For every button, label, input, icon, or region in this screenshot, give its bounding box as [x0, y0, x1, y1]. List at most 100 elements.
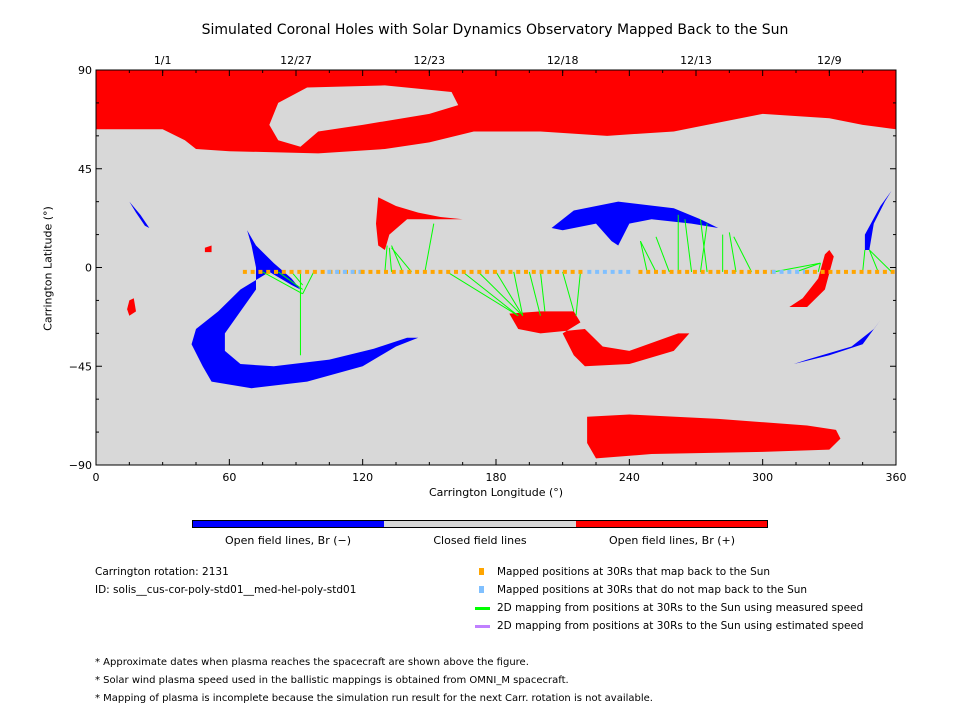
mapped-point — [739, 269, 744, 274]
mapped-point — [524, 269, 528, 274]
mapped-point — [805, 269, 810, 274]
mapping-line — [462, 271, 519, 317]
mapped-point — [882, 269, 887, 274]
mapped-point — [669, 269, 674, 274]
mapped-point — [454, 269, 458, 274]
mapped-point — [875, 269, 880, 274]
carrington-rotation: Carrington rotation: 2131 — [95, 566, 229, 578]
mapped-point — [415, 269, 420, 274]
run-id: ID: solis__cus-cor-poly-std01__med-hel-p… — [95, 584, 357, 596]
mapped-point — [731, 269, 736, 274]
unmapped-point — [342, 269, 347, 274]
mapping-line — [495, 271, 524, 317]
mapping-line — [795, 262, 821, 273]
mapping-line — [575, 271, 581, 316]
note-1: * Approximate dates when plasma reaches … — [95, 657, 529, 668]
mapped-point — [716, 269, 721, 274]
x-tick-label: 360 — [886, 471, 907, 484]
mapped-point — [391, 269, 396, 274]
mapping-line — [862, 249, 866, 272]
date-label: 1/1 — [154, 54, 172, 67]
mapped-point — [492, 269, 497, 274]
legend-green-line — [475, 607, 490, 610]
y-tick-label: −45 — [69, 360, 92, 373]
positive-coronal-hole — [587, 414, 841, 459]
legend-purple-line — [475, 625, 490, 628]
mapped-point — [867, 269, 872, 274]
mapped-point — [312, 269, 317, 274]
negative-coronal-hole — [793, 320, 881, 365]
mapped-point — [469, 269, 474, 274]
closed-coronal-hole — [269, 85, 459, 147]
x-tick-label: 300 — [752, 471, 773, 484]
positive-coronal-hole — [376, 197, 463, 250]
y-tick-label: 0 — [85, 262, 92, 275]
mapped-point — [890, 269, 895, 274]
mapping-line — [733, 236, 753, 273]
legend-blue-marker — [479, 586, 484, 593]
mapped-point — [812, 269, 817, 274]
mapping-line — [639, 241, 648, 272]
mapped-point — [508, 269, 513, 274]
mapped-point — [844, 269, 848, 274]
colorbar — [192, 520, 768, 528]
mapping-line — [391, 247, 412, 273]
legend-label-estimated: 2D mapping from positions at 30Rs to the… — [497, 620, 864, 632]
unmapped-point — [610, 269, 615, 274]
mapping-line — [513, 271, 524, 316]
mapping-line — [539, 271, 546, 312]
coronal-hole-map: 0 60 120 180 240 300 360 90 45 0 −45 −90 1/1 12/27 12/… — [69, 54, 907, 484]
negative-coronal-hole — [129, 201, 150, 228]
positive-coronal-hole — [789, 249, 834, 307]
mapping-line — [446, 271, 519, 317]
x-tick-label: 60 — [222, 471, 236, 484]
mapped-point — [646, 269, 651, 274]
mapping-line — [384, 245, 388, 272]
mapped-point — [430, 269, 435, 274]
note-3: * Mapping of plasma is incomplete becaus… — [95, 693, 653, 704]
mapped-point — [485, 269, 490, 274]
mapping-line — [817, 262, 821, 273]
mapped-point — [851, 269, 856, 274]
mapping-line — [262, 271, 303, 295]
date-label: 12/27 — [280, 54, 312, 67]
mapping-line — [639, 240, 657, 273]
mapped-point — [578, 269, 583, 274]
positive-coronal-hole — [509, 311, 690, 367]
chart-title: Simulated Coronal Holes with Solar Dynam… — [201, 22, 789, 38]
x-tick-label: 120 — [352, 471, 373, 484]
mapping-line — [424, 223, 435, 272]
note-2: * Solar wind plasma speed used in the ba… — [95, 675, 569, 686]
mapped-point — [820, 269, 825, 274]
mapped-point — [547, 269, 552, 274]
negative-coronal-hole — [191, 230, 419, 389]
unmapped-point — [795, 269, 800, 274]
mapped-point — [836, 269, 841, 274]
mapped-point — [399, 269, 404, 274]
colorbar-label-closed: Closed field lines — [433, 534, 527, 547]
mapping-line — [655, 236, 670, 273]
unmapped-point — [335, 269, 340, 274]
mapped-point — [250, 269, 255, 274]
mapped-point — [477, 269, 482, 274]
mapped-point — [724, 269, 728, 274]
mapping-line — [302, 271, 315, 295]
date-label: 12/9 — [817, 54, 842, 67]
mapped-point — [638, 269, 643, 274]
mapped-point — [708, 269, 713, 274]
x-tick-label: 240 — [619, 471, 640, 484]
mapping-line — [388, 247, 393, 272]
mapping-line — [868, 249, 879, 273]
mapped-point — [700, 269, 705, 274]
y-axis-label: Carrington Latitude (°) — [41, 206, 55, 331]
mapped-point — [762, 269, 767, 274]
unmapped-point — [771, 269, 776, 274]
unmapped-point — [787, 269, 792, 274]
unmapped-point — [779, 269, 784, 274]
mapped-point — [320, 269, 325, 274]
mapped-point — [516, 269, 521, 274]
mapped-point — [360, 269, 365, 274]
unmapped-point — [602, 269, 607, 274]
legend-orange-marker — [479, 568, 484, 575]
